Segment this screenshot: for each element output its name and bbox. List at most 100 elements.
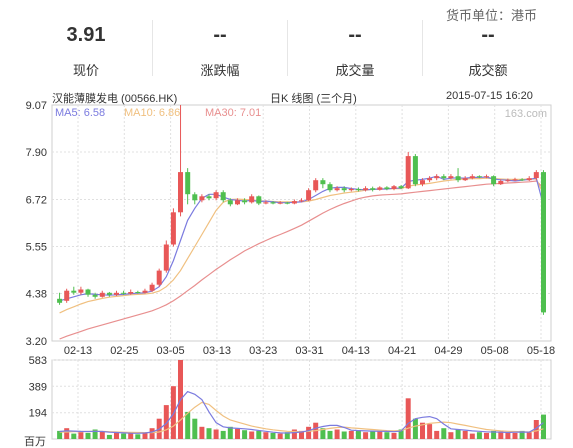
candle-body bbox=[64, 290, 70, 301]
volume-bar bbox=[106, 434, 112, 439]
candle-body bbox=[170, 212, 176, 245]
candle-body bbox=[163, 244, 169, 271]
candle-body bbox=[334, 188, 340, 191]
candle-body bbox=[341, 188, 347, 191]
volume-bar bbox=[469, 433, 475, 439]
volume-bar bbox=[498, 431, 504, 439]
volume-unit-label: 百万 bbox=[24, 436, 46, 448]
candle-body bbox=[284, 202, 290, 204]
candle-body bbox=[384, 187, 390, 189]
candle-body bbox=[71, 290, 77, 293]
candle-body bbox=[277, 202, 283, 204]
volume-tick-label: 194 bbox=[29, 408, 47, 420]
candle-body bbox=[92, 294, 98, 297]
candle-body bbox=[114, 292, 119, 295]
candle-body bbox=[441, 176, 447, 179]
volume-bar bbox=[405, 398, 411, 439]
candle-body bbox=[370, 188, 376, 190]
candle-body bbox=[412, 156, 418, 185]
volume-bar bbox=[227, 426, 233, 439]
volume-bar bbox=[541, 414, 546, 439]
candle-body bbox=[85, 289, 91, 295]
candle-body bbox=[377, 187, 383, 190]
candle-body bbox=[455, 176, 461, 181]
volume-label: 成交量 bbox=[335, 63, 375, 78]
candle-body bbox=[355, 189, 361, 191]
ma5-line bbox=[59, 175, 544, 302]
volume-bar bbox=[291, 429, 297, 439]
volume-bar bbox=[163, 405, 169, 439]
volume-bar bbox=[491, 430, 497, 439]
candle-body bbox=[405, 156, 411, 189]
date-tick-label: 03-13 bbox=[203, 345, 231, 357]
volume-tick-label: 583 bbox=[29, 355, 47, 367]
volume-bar bbox=[206, 428, 212, 439]
volume-bar bbox=[370, 431, 376, 439]
date-tick-label: 04-29 bbox=[434, 345, 462, 357]
volume-bar bbox=[78, 432, 84, 439]
candle-body bbox=[185, 172, 191, 195]
price-tick-label: 3.20 bbox=[26, 336, 47, 348]
chart-title: 日K 线图 (三个月) bbox=[270, 93, 357, 105]
candle-body bbox=[484, 176, 489, 178]
candle-body bbox=[491, 176, 497, 185]
volume-bar bbox=[256, 430, 262, 439]
volume-bar bbox=[220, 430, 226, 439]
date-tick-label: 03-23 bbox=[249, 345, 277, 357]
date-tick-label: 02-25 bbox=[110, 345, 138, 357]
candle-body bbox=[427, 178, 433, 181]
date-tick-label: 04-13 bbox=[342, 345, 370, 357]
volume-bar bbox=[71, 433, 77, 439]
volume-bar bbox=[320, 428, 326, 439]
stat-current-price: 3.91 现价 bbox=[16, 22, 156, 79]
volume-bar bbox=[242, 430, 248, 439]
candle-body bbox=[420, 180, 425, 185]
currency-unit-label: 货币单位：港币 bbox=[446, 8, 538, 23]
volume-bar bbox=[121, 433, 127, 439]
candle-body bbox=[270, 202, 276, 204]
price-tick-label: 5.55 bbox=[26, 242, 47, 254]
volume-bar bbox=[85, 432, 91, 439]
candle-body bbox=[299, 200, 304, 202]
candle-body bbox=[526, 178, 532, 181]
current-price-value: 3.91 bbox=[66, 24, 106, 46]
price-tick-label: 6.72 bbox=[26, 194, 47, 206]
date-tick-label: 04-21 bbox=[388, 345, 416, 357]
price-tick-label: 7.90 bbox=[26, 147, 47, 159]
volume-bar bbox=[427, 424, 433, 439]
candle-body bbox=[498, 181, 504, 185]
candle-body bbox=[519, 179, 525, 181]
candle-body bbox=[306, 190, 312, 201]
volume-bar bbox=[398, 429, 404, 439]
volume-bar bbox=[434, 430, 440, 439]
volume-bar bbox=[420, 422, 425, 439]
volume-bar bbox=[263, 432, 269, 439]
legend-ma10: MA10: 6.86 bbox=[124, 107, 180, 119]
volume-bar bbox=[334, 429, 340, 439]
candle-body bbox=[313, 180, 319, 191]
candle-body bbox=[327, 184, 333, 191]
candle-body bbox=[156, 270, 162, 285]
volume-bar bbox=[306, 426, 312, 439]
volume-bar bbox=[476, 432, 482, 439]
candle-body bbox=[469, 176, 475, 179]
stat-divider bbox=[287, 20, 288, 76]
watermark: 163.com bbox=[505, 108, 547, 120]
candle-body bbox=[434, 176, 440, 179]
volume-bar bbox=[441, 428, 447, 439]
volume-bar bbox=[327, 430, 333, 439]
candle-body bbox=[541, 172, 546, 313]
volume-bar bbox=[448, 432, 454, 439]
stat-divider bbox=[152, 20, 153, 76]
candle-body bbox=[78, 289, 84, 293]
volume-bar bbox=[505, 432, 511, 439]
stock-name: 汉能薄膜发电 (00566.HK) bbox=[52, 93, 178, 105]
candle-body bbox=[462, 178, 468, 181]
stat-volume: -- 成交量 bbox=[285, 22, 425, 79]
candle-body bbox=[363, 188, 369, 191]
candle-body bbox=[99, 292, 105, 297]
volume-bar bbox=[235, 428, 240, 439]
date-tick-label: 05-18 bbox=[527, 345, 555, 357]
candle-body bbox=[235, 200, 240, 205]
